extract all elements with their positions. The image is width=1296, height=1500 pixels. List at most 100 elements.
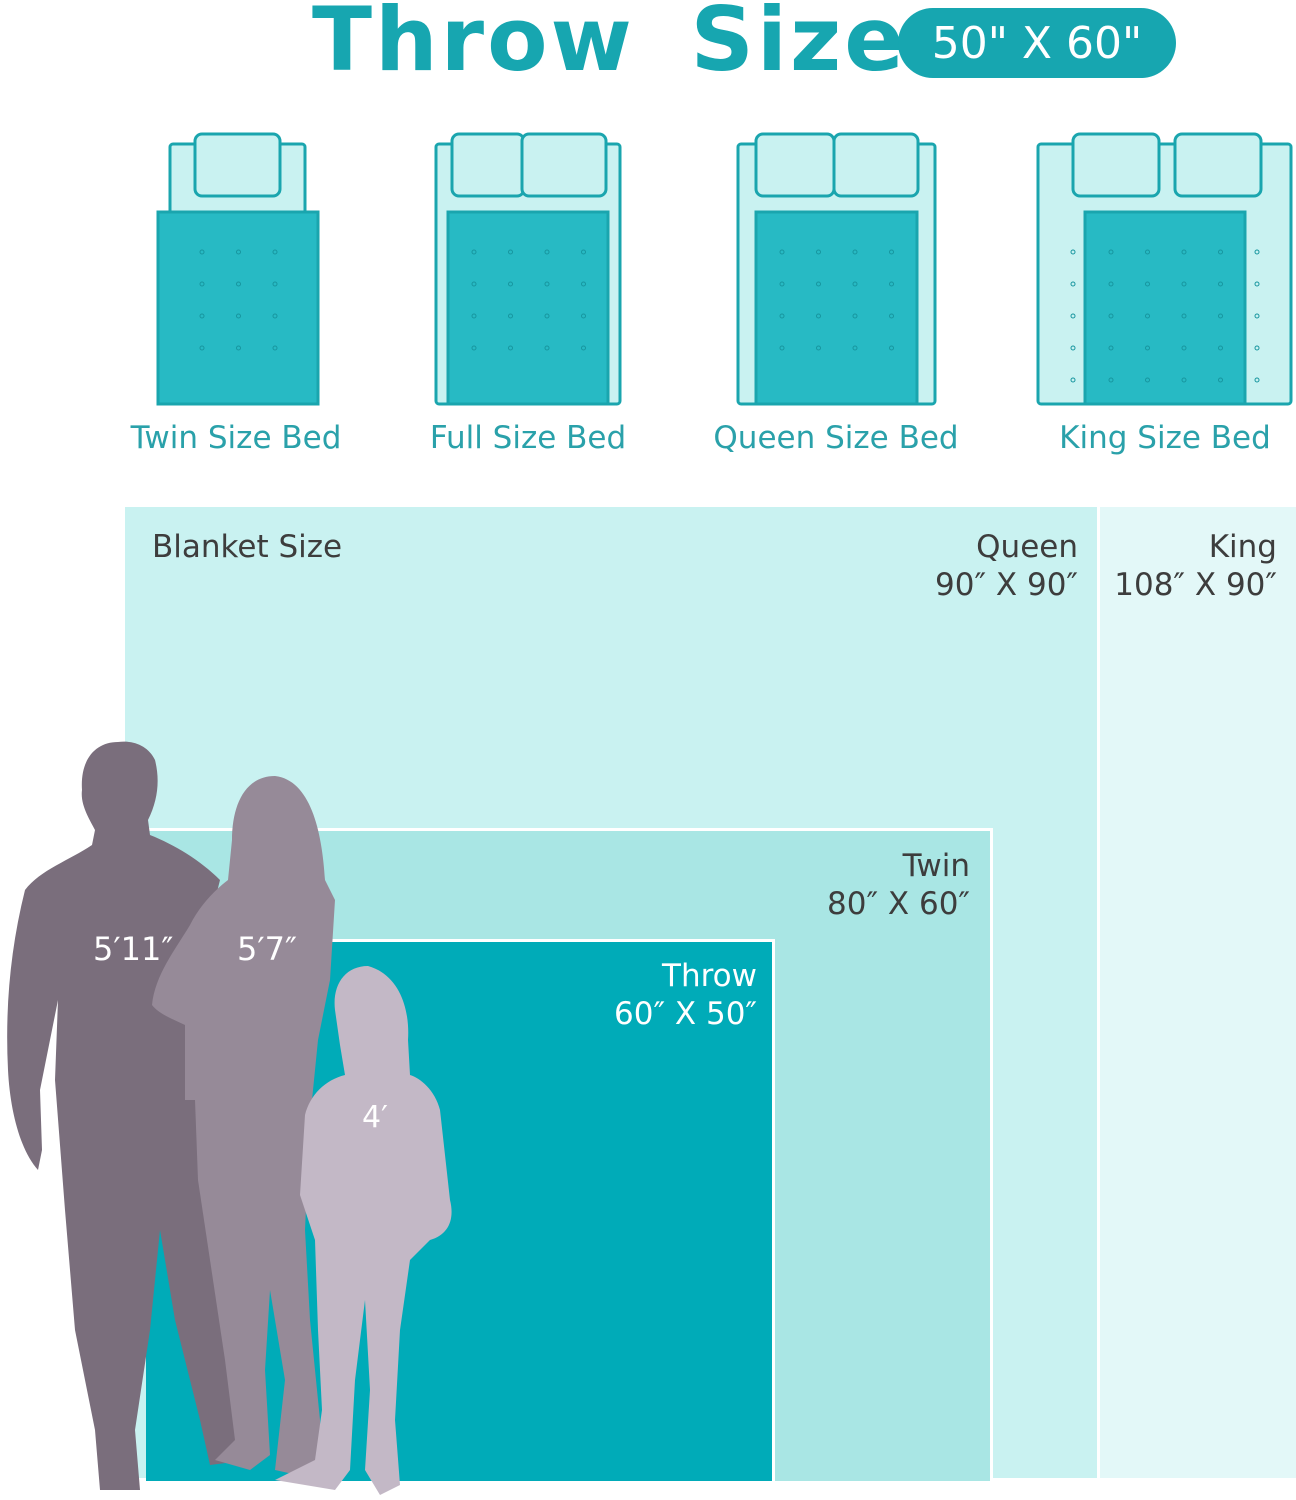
- tuft-dot: [1108, 281, 1114, 287]
- tuft-dot: [1108, 249, 1114, 255]
- tuft-dot: [1181, 377, 1187, 383]
- page-title: Throw Size: [312, 0, 907, 91]
- pillow-icon: [1173, 132, 1263, 198]
- king-name: King: [1208, 529, 1277, 565]
- tuft-dot: [544, 249, 550, 255]
- tuft-dot: [779, 249, 785, 255]
- girl-silhouette: [275, 966, 452, 1495]
- tuft-dot: [1181, 281, 1187, 287]
- tuft-dot: [544, 313, 550, 319]
- tuft-dot: [581, 313, 586, 319]
- queen-name: Queen: [976, 529, 1078, 565]
- tuft-dot: [1254, 313, 1260, 319]
- queen-dims: 90″ X 90″: [935, 567, 1078, 603]
- bed-blanket: [446, 210, 610, 406]
- tuft-dot: [1108, 313, 1114, 319]
- woman-height: 5′7″: [237, 930, 297, 968]
- tuft-dot: [272, 345, 278, 351]
- tuft-dot: [1218, 249, 1223, 255]
- tuft-dot: [1181, 313, 1187, 319]
- tuft-dot: [1218, 377, 1223, 383]
- twin-bed-icon: [156, 132, 320, 406]
- tuft-dot: [889, 281, 894, 287]
- pillow-icon: [1071, 132, 1161, 198]
- tuft-dot: [779, 345, 785, 351]
- pillow-icon: [193, 132, 282, 198]
- queen-bed-label: Queen Size Bed: [713, 420, 959, 456]
- throw-dims: 60″ X 50″: [614, 996, 757, 1032]
- tuft-dot: [1145, 249, 1150, 255]
- tuft-dot: [1254, 281, 1260, 287]
- tuft-dot: [199, 345, 205, 351]
- tuft-dot: [272, 281, 278, 287]
- king-bed-label: King Size Bed: [1059, 420, 1271, 456]
- king-blanket: [1100, 507, 1296, 1478]
- tuft-dot: [852, 249, 858, 255]
- blanket-size-heading: Blanket Size: [152, 529, 343, 565]
- tuft-dot: [1070, 377, 1076, 383]
- tuft-dot: [1218, 345, 1223, 351]
- tuft-dot: [1218, 313, 1223, 319]
- tuft-dot: [508, 345, 513, 351]
- tuft-dot: [1145, 345, 1150, 351]
- bed-blanket: [156, 210, 320, 406]
- size-badge: 50" X 60": [898, 8, 1176, 78]
- tuft-dot: [889, 249, 894, 255]
- tuft-dot: [508, 313, 513, 319]
- twin-name: Twin: [902, 848, 970, 884]
- tuft-dot: [779, 313, 785, 319]
- full-bed-icon: [434, 132, 622, 406]
- tuft-dot: [1108, 345, 1114, 351]
- tuft-dot: [544, 281, 550, 287]
- twin-bed-label: Twin Size Bed: [130, 420, 342, 456]
- tuft-dot: [236, 345, 241, 351]
- tuft-dot: [852, 345, 858, 351]
- throw-name: Throw: [662, 958, 757, 994]
- tuft-dot: [581, 281, 586, 287]
- tuft-dot: [816, 345, 821, 351]
- tuft-dot: [779, 281, 785, 287]
- throw-label: Throw 60″ X 50″: [614, 957, 757, 1033]
- bed-illustrations: [156, 132, 1293, 406]
- tuft-dot: [471, 281, 477, 287]
- tuft-dot: [471, 249, 477, 255]
- tuft-dot: [1254, 249, 1260, 255]
- tuft-dot: [1145, 281, 1150, 287]
- bed-blanket: [1083, 210, 1247, 406]
- pillow-icon: [520, 132, 608, 198]
- tuft-dot: [199, 281, 205, 287]
- queen-label: Queen 90″ X 90″: [935, 528, 1078, 604]
- tuft-dot: [471, 313, 477, 319]
- tuft-dot: [581, 249, 586, 255]
- full-bed-label: Full Size Bed: [429, 420, 627, 456]
- woman-silhouette: [152, 776, 335, 1480]
- tuft-dot: [816, 313, 821, 319]
- tuft-dot: [508, 249, 513, 255]
- tuft-dot: [1181, 249, 1187, 255]
- tuft-dot: [236, 249, 241, 255]
- tuft-dot: [889, 313, 894, 319]
- tuft-dot: [816, 249, 821, 255]
- tuft-dot: [889, 345, 894, 351]
- tuft-dot: [1218, 281, 1223, 287]
- tuft-dot: [199, 313, 205, 319]
- man-height: 5′11″: [93, 930, 174, 968]
- tuft-dot: [1254, 345, 1260, 351]
- tuft-dot: [1070, 281, 1076, 287]
- tuft-dot: [581, 345, 586, 351]
- tuft-dot: [508, 281, 513, 287]
- king-bed-icon: [1036, 132, 1293, 406]
- tuft-dot: [272, 249, 278, 255]
- tuft-dot: [1145, 313, 1150, 319]
- bed-blanket: [754, 210, 919, 406]
- queen-bed-icon: [736, 132, 937, 406]
- tuft-dot: [471, 345, 477, 351]
- tuft-dot: [852, 281, 858, 287]
- tuft-dot: [544, 345, 550, 351]
- tuft-dot: [1070, 313, 1076, 319]
- tuft-dot: [272, 313, 278, 319]
- tuft-dot: [1108, 377, 1114, 383]
- tuft-dot: [1254, 377, 1260, 383]
- girl-height: 4′: [362, 1100, 388, 1135]
